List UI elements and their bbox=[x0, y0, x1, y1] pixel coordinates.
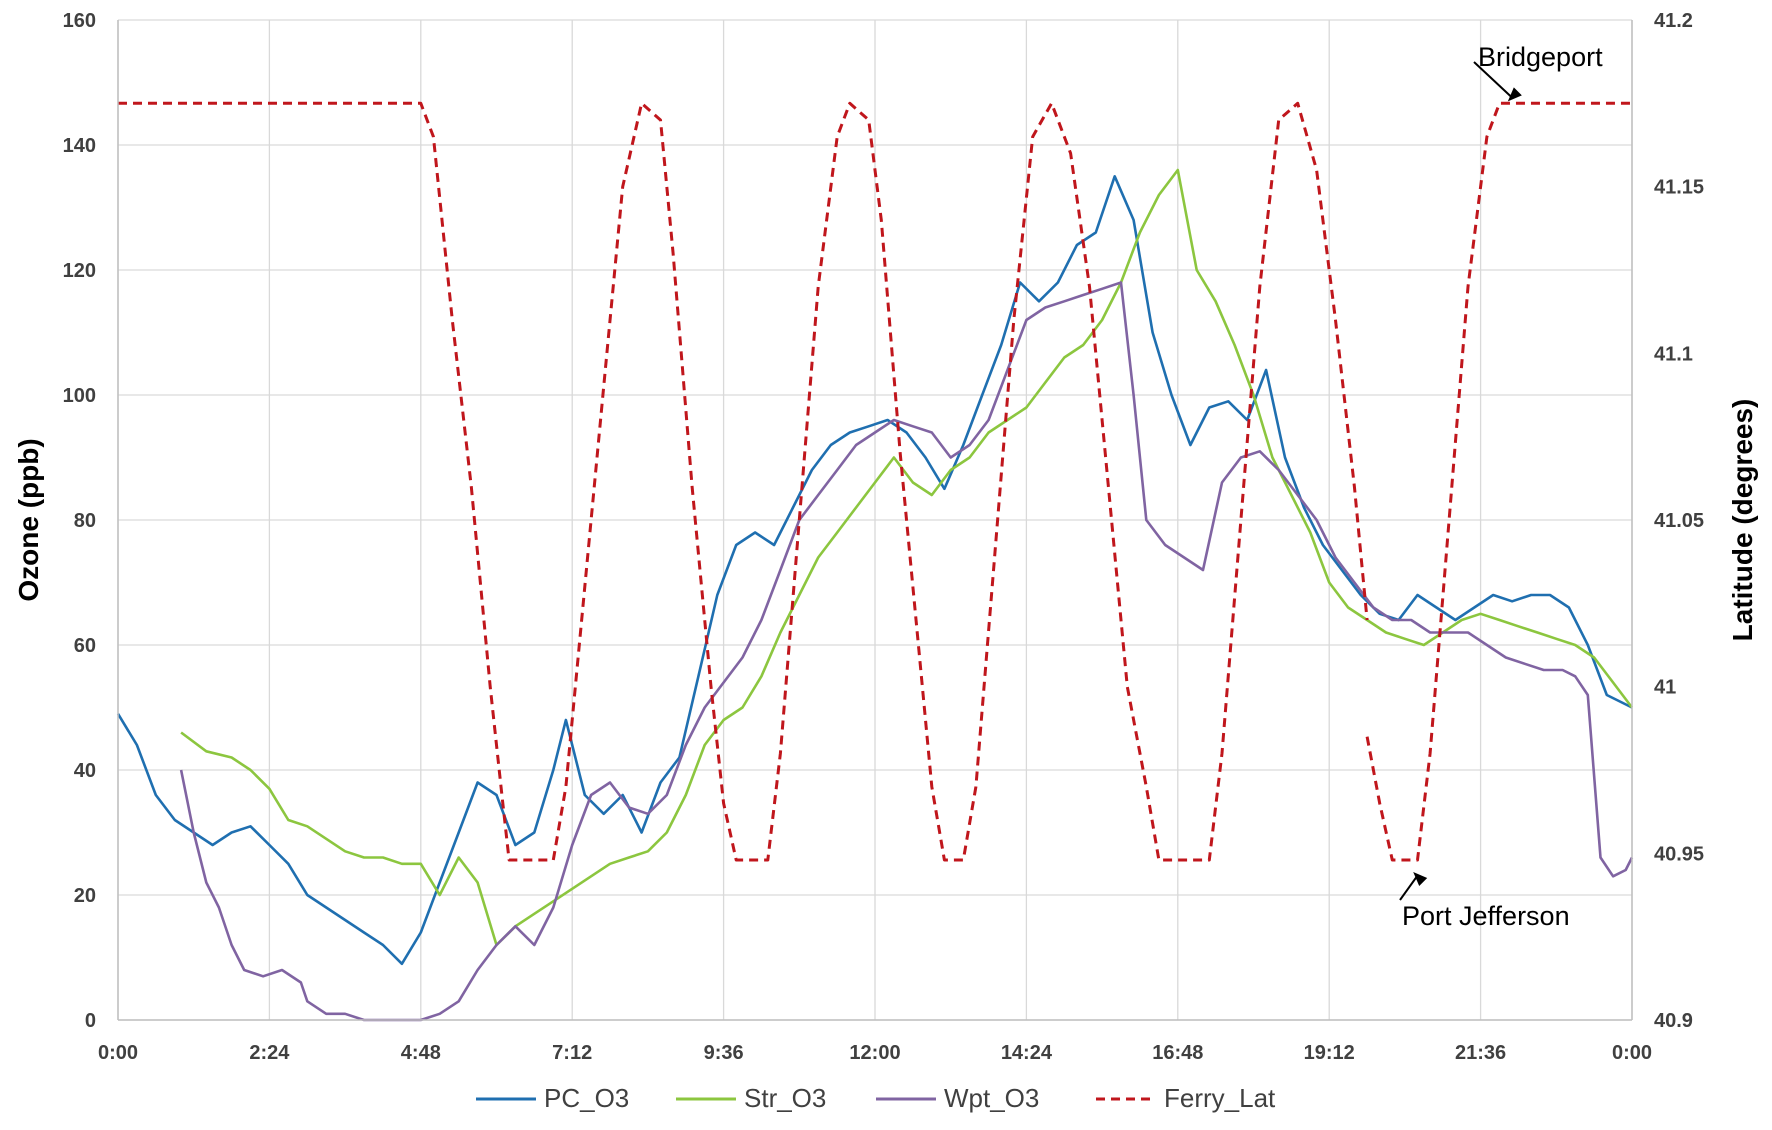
x-tick-label: 0:00 bbox=[1612, 1042, 1652, 1064]
legend-label-str-o3: Str_O3 bbox=[744, 1083, 826, 1113]
series-layer bbox=[116, 101, 1634, 1022]
y-tick-label-right: 41.05 bbox=[1654, 510, 1704, 532]
series-line-ferry-lat bbox=[1365, 101, 1632, 862]
y-tick-label-right: 40.95 bbox=[1654, 843, 1704, 865]
annotation-arrow bbox=[1399, 875, 1419, 901]
series-line-ferry-lat bbox=[118, 101, 1369, 862]
annotation-arrowhead bbox=[1413, 872, 1428, 886]
y-tick-label-left: 160 bbox=[63, 10, 96, 32]
y-tick-label-left: 140 bbox=[63, 135, 96, 157]
legend-label-ferry-lat: Ferry_Lat bbox=[1164, 1083, 1276, 1113]
y-tick-label-right: 41 bbox=[1654, 677, 1676, 699]
grid-lines bbox=[117, 19, 1633, 1021]
y-axis-title-left: Ozone (ppb) bbox=[13, 438, 44, 601]
x-tick-label: 19:12 bbox=[1304, 1042, 1355, 1064]
annotation-arrow bbox=[1473, 61, 1513, 99]
annotation-label: Port Jefferson bbox=[1402, 901, 1570, 931]
y-tick-label-left: 40 bbox=[74, 760, 96, 782]
x-tick-label: 21:36 bbox=[1455, 1042, 1506, 1064]
y-tick-label-left: 60 bbox=[74, 635, 96, 657]
legend: PC_O3 Str_O3 Wpt_O3 Ferry_Lat bbox=[476, 1083, 1276, 1113]
y-tick-label-left: 20 bbox=[74, 885, 96, 907]
annotation-label: Bridgeport bbox=[1478, 42, 1603, 72]
axes: 0 20 40 60 80 100 120 140 160 40.9 40.95 41 41.05 41.… bbox=[13, 10, 1758, 1064]
annotations: Bridgeport Port Jefferson bbox=[1399, 42, 1603, 931]
y-tick-label-left: 120 bbox=[63, 260, 96, 282]
x-tick-label: 4:48 bbox=[401, 1042, 441, 1064]
y-tick-label-left: 100 bbox=[63, 385, 96, 407]
series-line-str-o3 bbox=[180, 168, 1634, 947]
y-tick-label-right: 40.9 bbox=[1654, 1010, 1693, 1032]
x-tick-label: 12:00 bbox=[849, 1042, 900, 1064]
y-axis-title-right: Latitude (degrees) bbox=[1727, 399, 1758, 642]
x-tick-label: 7:12 bbox=[552, 1042, 592, 1064]
y-tick-label-right: 41.1 bbox=[1654, 343, 1693, 365]
x-tick-label: 14:24 bbox=[1001, 1042, 1053, 1064]
x-tick-label: 2:24 bbox=[249, 1042, 290, 1064]
x-tick-label: 16:48 bbox=[1152, 1042, 1203, 1064]
y-tick-label-left: 0 bbox=[85, 1010, 96, 1032]
x-tick-label: 0:00 bbox=[98, 1042, 138, 1064]
legend-label-pc-o3: PC_O3 bbox=[544, 1083, 629, 1113]
y-tick-label-left: 80 bbox=[74, 510, 96, 532]
y-tick-label-right: 41.15 bbox=[1654, 177, 1704, 199]
x-tick-label: 9:36 bbox=[704, 1042, 744, 1064]
annotation-arrowhead bbox=[1507, 87, 1522, 102]
y-tick-label-right: 41.2 bbox=[1654, 10, 1693, 32]
legend-label-wpt-o3: Wpt_O3 bbox=[944, 1083, 1039, 1113]
